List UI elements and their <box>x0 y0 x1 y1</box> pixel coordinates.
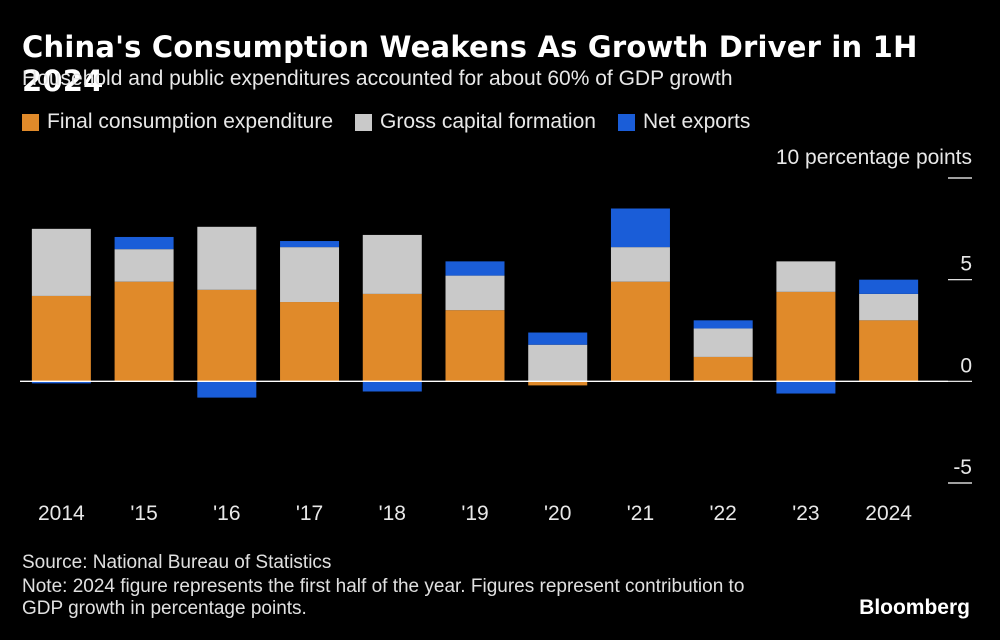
bar-0-series-2 <box>31 381 91 384</box>
bar-7-series-0 <box>610 281 670 382</box>
bar-0-series-0 <box>31 295 91 382</box>
x-tick-label-9: '23 <box>792 502 819 525</box>
bar-10-series-1 <box>859 293 919 321</box>
source-text: Source: National Bureau of Statistics <box>22 552 332 573</box>
legend-label-consumption: Final consumption expenditure <box>47 110 334 133</box>
x-tick-label-0: 2014 <box>38 502 85 525</box>
bar-1-series-0 <box>114 281 174 382</box>
bar-9-series-0 <box>776 291 836 382</box>
bar-4-series-1 <box>362 234 422 294</box>
x-tick-label-6: '20 <box>544 502 571 525</box>
bar-4-series-0 <box>362 293 422 382</box>
legend: Final consumption expenditure Gross capi… <box>22 110 750 134</box>
x-tick-label-5: '19 <box>461 502 488 525</box>
bar-8-series-0 <box>693 356 753 382</box>
bar-3-series-1 <box>280 247 340 303</box>
legend-item-consumption: Final consumption expenditure <box>22 110 333 134</box>
bar-1-series-2 <box>114 236 174 250</box>
legend-item-net-exports: Net exports <box>617 110 751 134</box>
bar-5-series-2 <box>445 261 505 276</box>
chart-title: China's Consumption Weakens As Growth Dr… <box>22 30 918 98</box>
bar-6-series-0 <box>528 381 588 386</box>
bar-1-series-1 <box>114 249 174 282</box>
bar-6-series-1 <box>528 344 588 382</box>
bar-2-series-1 <box>197 226 257 290</box>
bloomberg-logo: Bloomberg <box>859 596 970 619</box>
x-tick-label-10: 2024 <box>865 502 912 525</box>
bar-2-series-2 <box>197 381 257 398</box>
bar-9-series-2 <box>776 381 836 394</box>
y-tick-label-3: -5 <box>953 456 972 479</box>
legend-swatch-consumption <box>22 113 39 131</box>
x-tick-label-2: '16 <box>213 502 240 525</box>
bar-7-series-1 <box>610 247 670 282</box>
bar-10-series-0 <box>859 320 919 382</box>
note-text: Note: 2024 figure represents the first h… <box>22 576 745 619</box>
bar-3-series-0 <box>280 302 340 382</box>
bar-7-series-2 <box>610 208 670 248</box>
y-tick-label-1: 5 <box>960 253 972 276</box>
bar-4-series-2 <box>362 381 422 392</box>
legend-swatch-capital <box>355 113 373 131</box>
x-tick-label-3: '17 <box>296 502 323 525</box>
legend-swatch-net-exports <box>617 113 635 131</box>
legend-item-capital: Gross capital formation <box>355 110 596 134</box>
x-tick-label-7: '21 <box>627 502 654 525</box>
bar-5-series-0 <box>445 310 505 382</box>
x-tick-label-8: '22 <box>709 502 736 525</box>
bar-3-series-2 <box>280 241 340 248</box>
x-tick-label-4: '18 <box>379 502 406 525</box>
y-axis-unit-label: 10 percentage points <box>775 146 972 169</box>
bar-8-series-2 <box>693 320 753 329</box>
legend-label-capital: Gross capital formation <box>380 110 596 133</box>
bar-8-series-1 <box>693 328 753 357</box>
x-tick-label-1: '15 <box>130 502 157 525</box>
bar-10-series-2 <box>859 279 919 294</box>
y-tick-label-2: 0 <box>960 354 972 377</box>
chart-subtitle: Household and public expenditures accoun… <box>22 67 733 90</box>
bar-2-series-0 <box>197 289 257 382</box>
bar-5-series-1 <box>445 275 505 311</box>
bar-0-series-1 <box>31 228 91 296</box>
bar-6-series-2 <box>528 332 588 345</box>
legend-label-net-exports: Net exports <box>642 110 751 133</box>
bar-9-series-1 <box>776 261 836 292</box>
